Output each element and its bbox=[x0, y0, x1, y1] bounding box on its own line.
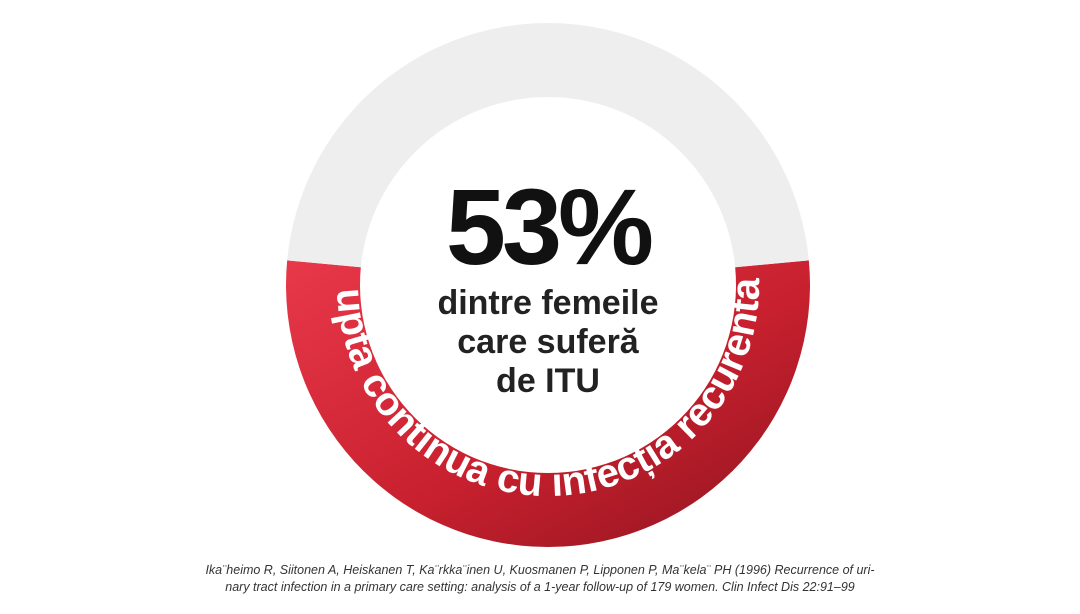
center-text-line-1: dintre femeile bbox=[437, 284, 658, 322]
citation-line-1: Ika¨heimo R, Siitonen A, Heiskanen T, Ka… bbox=[205, 563, 875, 577]
donut-segment-rest bbox=[287, 23, 809, 268]
center-value: 53% bbox=[446, 166, 652, 287]
center-text-line-2: care suferă bbox=[457, 323, 640, 361]
center-text-line-3: de ITU bbox=[496, 362, 600, 400]
citation: Ika¨heimo R, Siitonen A, Heiskanen T, Ka… bbox=[0, 562, 1080, 596]
donut-chart: luptă continuă cu infecția recurentă 53%… bbox=[286, 23, 810, 548]
donut-segment-highlight bbox=[286, 260, 810, 548]
citation-line-2: nary tract infection in a primary care s… bbox=[225, 580, 855, 594]
